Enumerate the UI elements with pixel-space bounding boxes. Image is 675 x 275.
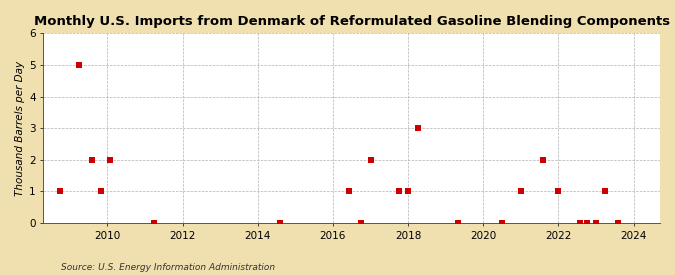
Point — [394, 189, 404, 194]
Point — [553, 189, 564, 194]
Y-axis label: Thousand Barrels per Day: Thousand Barrels per Day — [15, 61, 25, 196]
Point — [453, 221, 464, 225]
Point — [344, 189, 354, 194]
Point — [516, 189, 526, 194]
Point — [55, 189, 65, 194]
Point — [600, 189, 611, 194]
Point — [537, 158, 548, 162]
Point — [74, 63, 84, 67]
Point — [356, 221, 367, 225]
Point — [497, 221, 508, 225]
Point — [575, 221, 586, 225]
Point — [591, 221, 601, 225]
Text: Source: U.S. Energy Information Administration: Source: U.S. Energy Information Administ… — [61, 263, 275, 272]
Point — [612, 221, 623, 225]
Point — [96, 189, 107, 194]
Point — [581, 221, 592, 225]
Point — [403, 189, 414, 194]
Point — [274, 221, 285, 225]
Point — [149, 221, 160, 225]
Point — [105, 158, 115, 162]
Point — [365, 158, 376, 162]
Point — [86, 158, 97, 162]
Point — [412, 126, 423, 130]
Title: Monthly U.S. Imports from Denmark of Reformulated Gasoline Blending Components: Monthly U.S. Imports from Denmark of Ref… — [34, 15, 670, 28]
